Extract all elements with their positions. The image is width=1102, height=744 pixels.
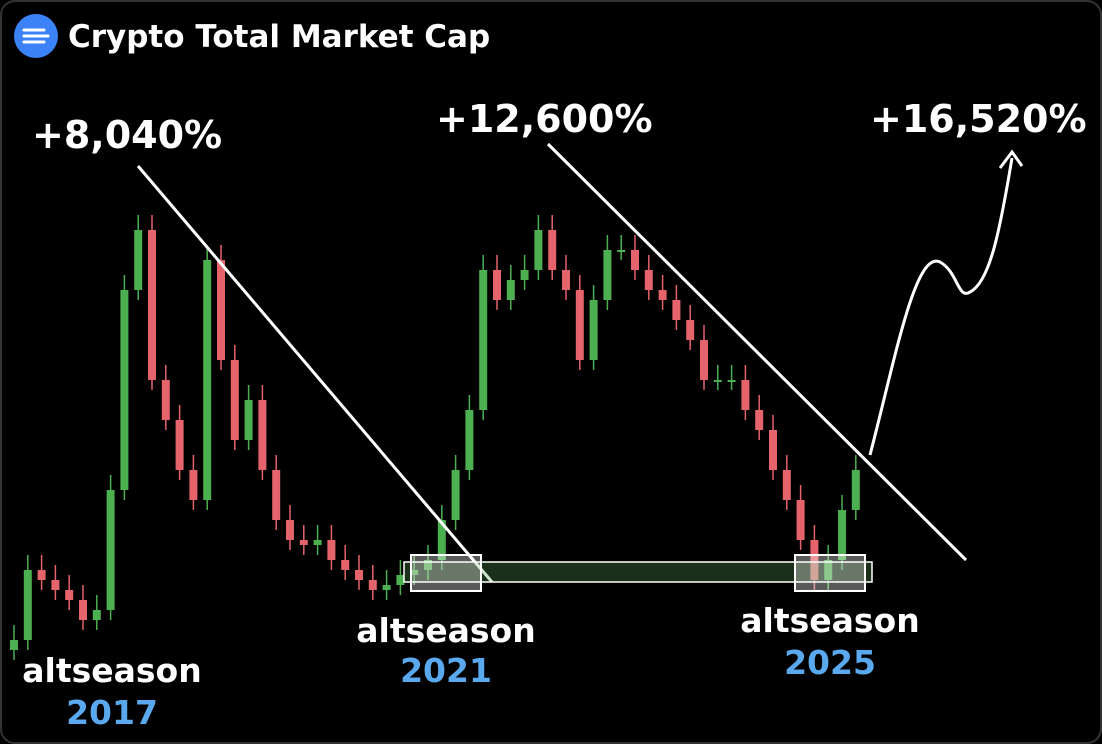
- candle-body: [658, 290, 667, 300]
- season-label: altseason: [740, 601, 919, 640]
- candle-body: [382, 585, 391, 590]
- candle-body: [148, 230, 156, 380]
- season-year: 2021: [400, 651, 492, 690]
- candle-body: [161, 380, 170, 420]
- candle-body: [217, 260, 225, 360]
- zone-box: [410, 554, 482, 592]
- candle-body: [51, 580, 60, 590]
- trend-line: [136, 165, 494, 583]
- candle-body: [838, 510, 846, 560]
- candle-body: [175, 420, 184, 470]
- candle-body: [769, 430, 777, 470]
- candle-body: [286, 520, 294, 540]
- season-year: 2025: [784, 643, 876, 682]
- candle-body: [230, 360, 239, 440]
- candle-body: [479, 270, 488, 410]
- candle-body: [506, 280, 515, 300]
- candle-body: [272, 470, 281, 520]
- candle-body: [299, 540, 308, 545]
- candle-body: [120, 290, 129, 490]
- candle-body: [493, 270, 501, 300]
- candle-body: [727, 380, 736, 382]
- candle-body: [782, 470, 791, 500]
- candle-body: [134, 230, 143, 290]
- annotation: +8,040%: [32, 113, 222, 157]
- candle-body: [368, 580, 377, 590]
- candle-body: [520, 270, 529, 280]
- candle-body: [92, 610, 101, 620]
- candle-body: [851, 470, 860, 510]
- trend-line: [546, 142, 968, 562]
- candle-body: [534, 230, 543, 270]
- candle-body: [10, 640, 18, 650]
- candle-body: [189, 470, 198, 500]
- candle-body: [810, 540, 819, 580]
- annotation: +16,520%: [870, 97, 1087, 141]
- candle-body: [203, 260, 212, 500]
- candle-body: [65, 590, 74, 600]
- season-year: 2017: [66, 693, 158, 732]
- candle-body: [603, 250, 612, 300]
- candle-body: [79, 600, 87, 620]
- candle-body: [451, 470, 460, 520]
- support-zone: [403, 561, 873, 583]
- candle-body: [755, 410, 764, 430]
- candle-body: [37, 570, 46, 580]
- candle-body: [23, 570, 32, 640]
- zone-box: [794, 554, 866, 592]
- candle-body: [700, 340, 708, 380]
- candle-body: [106, 490, 115, 610]
- candle-body: [424, 560, 432, 570]
- arrow-head: [998, 149, 1024, 169]
- logo: [14, 14, 58, 58]
- candle-body: [258, 400, 267, 470]
- candle-body: [410, 570, 419, 575]
- candle-body: [575, 290, 584, 360]
- candle-body: [313, 540, 322, 545]
- candle-body: [824, 560, 833, 580]
- candle-body: [437, 520, 446, 560]
- candle-body: [672, 300, 681, 320]
- candle-body: [589, 300, 598, 360]
- candle-body: [355, 570, 363, 580]
- candle-body: [396, 575, 405, 585]
- candle-body: [244, 400, 253, 440]
- candle-body: [548, 230, 557, 270]
- candles: [10, 215, 860, 660]
- candle-body: [644, 270, 653, 290]
- candle-body: [327, 540, 336, 560]
- projection-arrow: [868, 157, 1014, 456]
- candle-body: [465, 410, 474, 470]
- chart-title: Crypto Total Market Cap: [68, 19, 490, 55]
- candle-body: [796, 500, 805, 540]
- candle-body: [341, 560, 350, 570]
- candle-body: [713, 380, 722, 382]
- candle-body: [562, 270, 570, 290]
- candle-body: [741, 380, 750, 410]
- season-label: altseason: [356, 611, 535, 650]
- annotation: +12,600%: [436, 97, 653, 141]
- candle-body: [686, 320, 695, 340]
- candle-body: [617, 250, 626, 252]
- candle-body: [631, 250, 639, 270]
- season-label: altseason: [22, 651, 201, 690]
